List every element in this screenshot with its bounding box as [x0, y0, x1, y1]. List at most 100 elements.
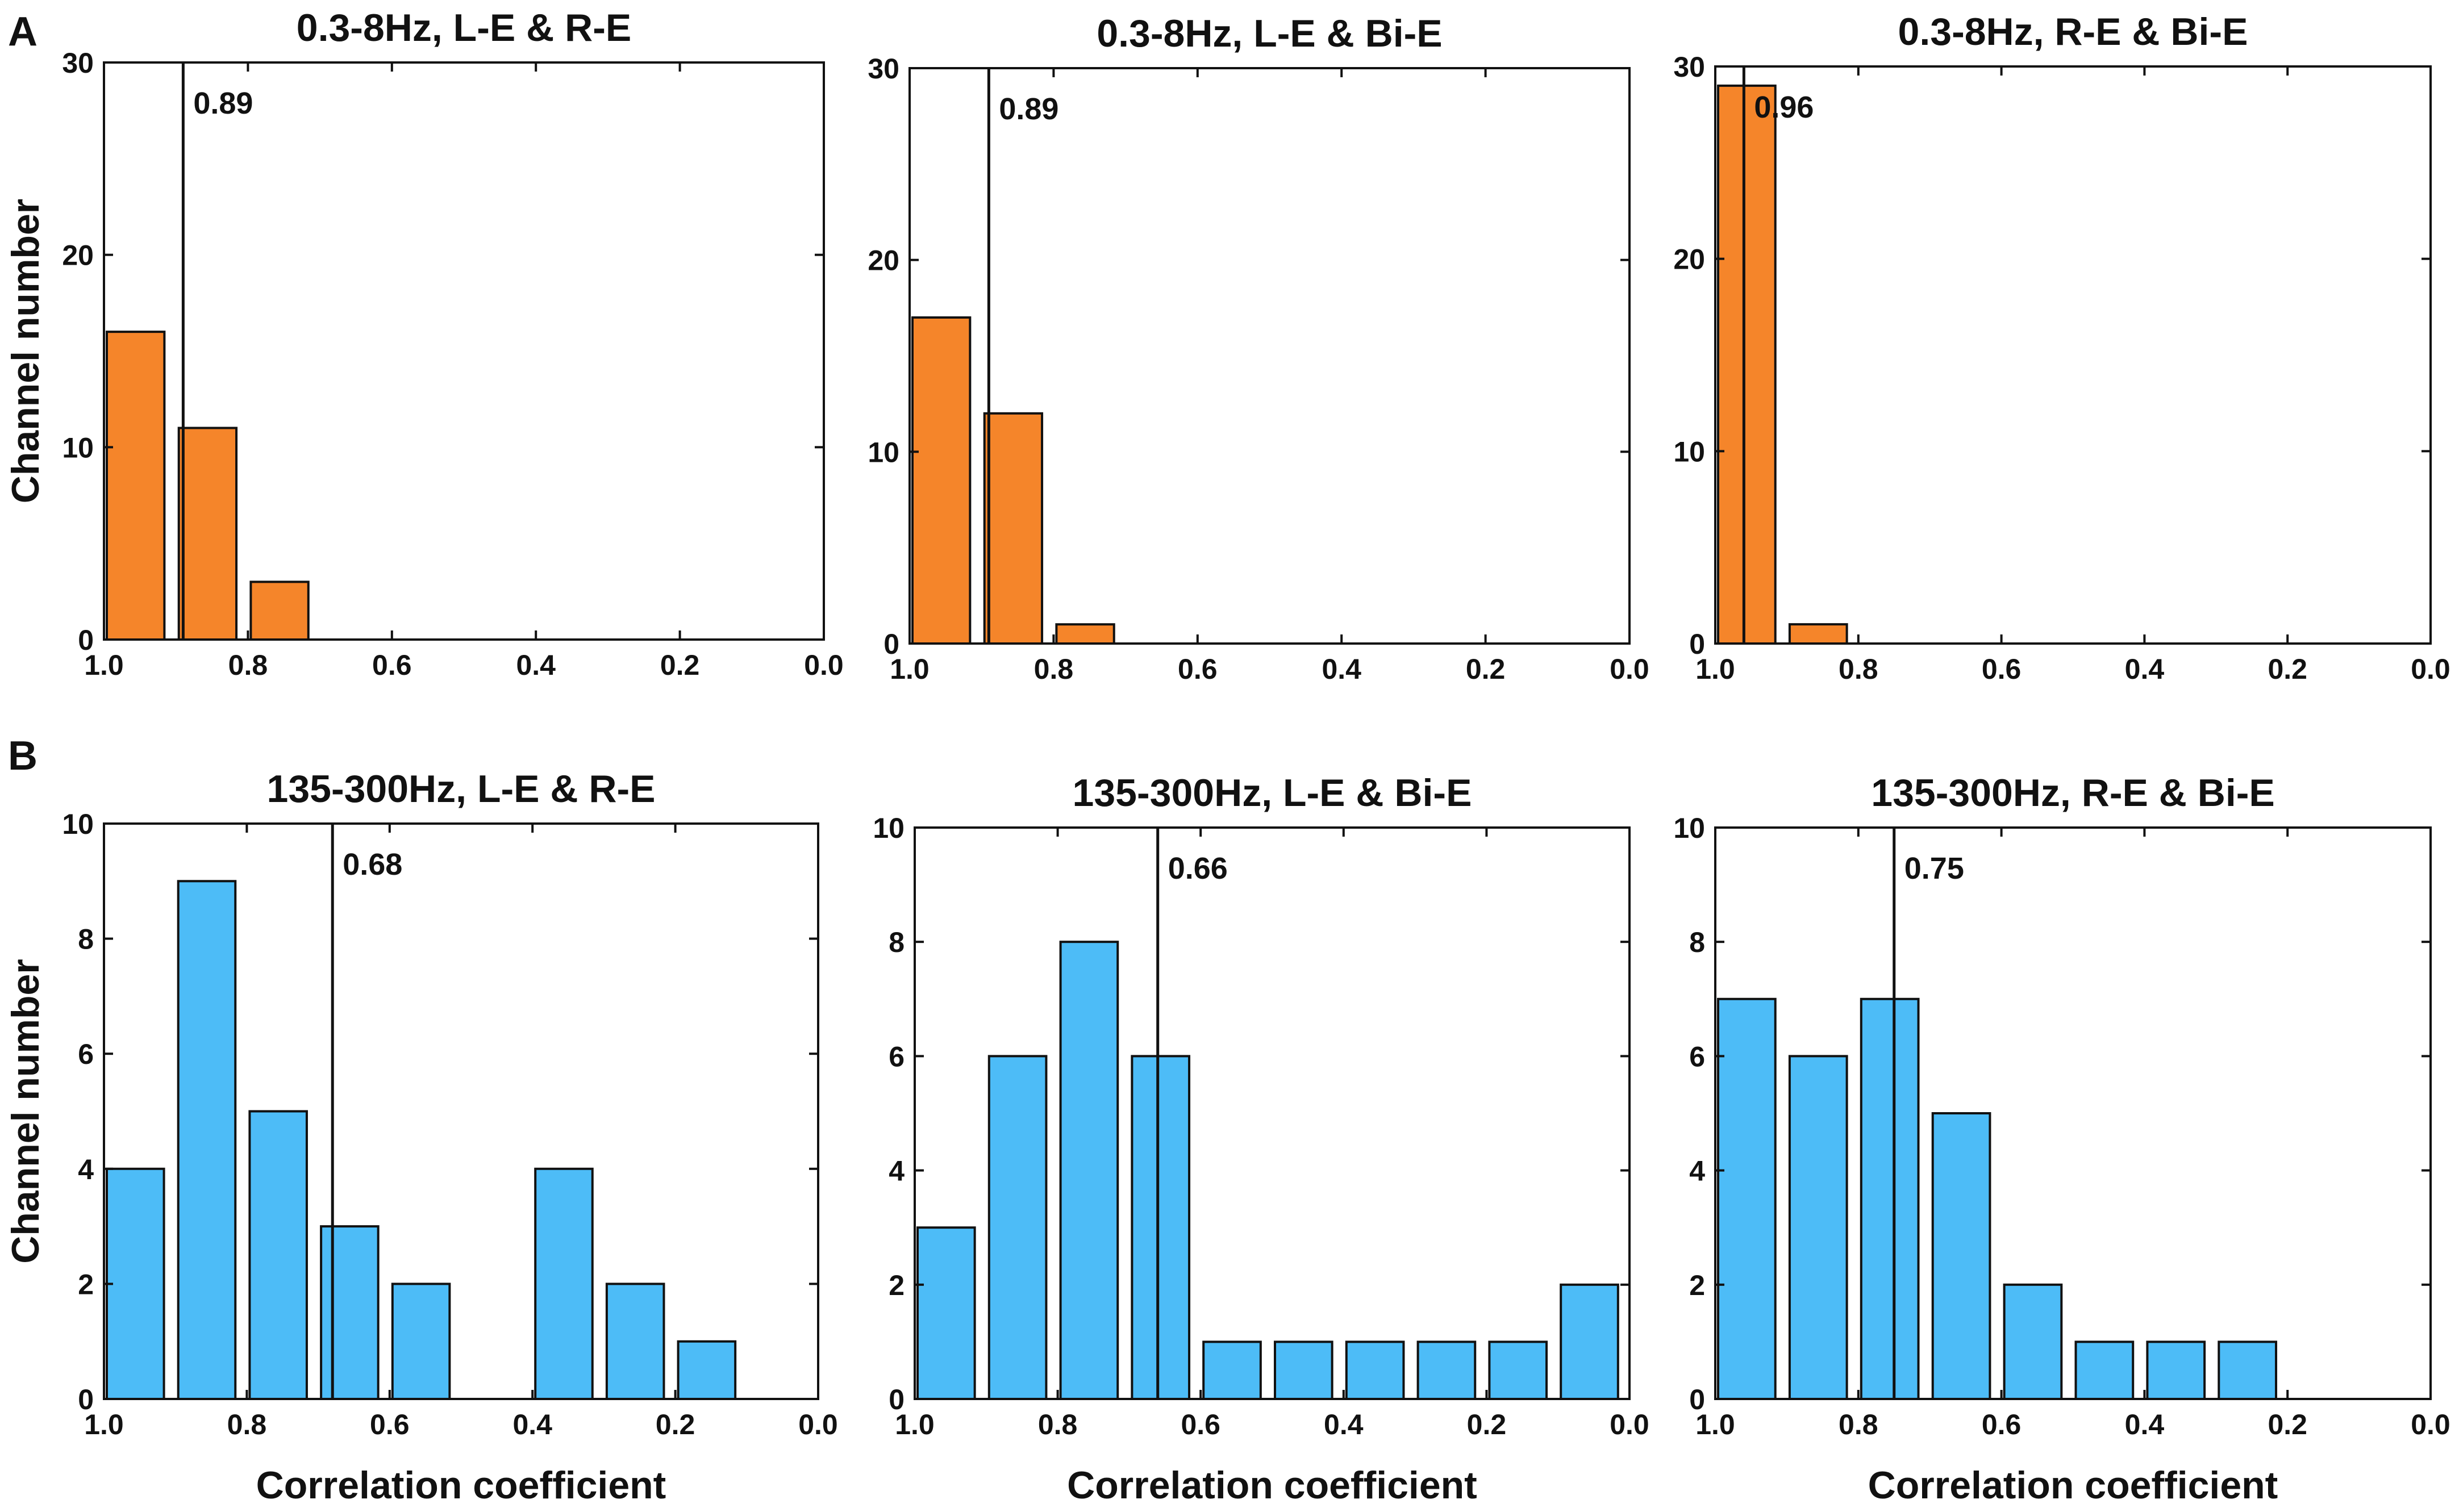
x-tick-label: 0.4: [516, 649, 556, 681]
x-tick-label: 0.6: [372, 649, 412, 681]
y-tick-label: 8: [889, 926, 905, 958]
y-tick-label: 10: [62, 432, 94, 463]
x-axis-label: Correlation coefficient: [256, 1464, 666, 1507]
x-tick-label: 0.8: [227, 1409, 267, 1440]
chart-4: 135-300Hz, L-E & R-E 1.0 0.8 0.6 0.4 0.2 0.0 0 2…: [4, 767, 838, 1507]
histogram-bar: [1860, 997, 1920, 1401]
y-tick-label: 10: [868, 436, 899, 468]
histogram-bar: [1416, 1340, 1477, 1400]
y-tick-label: 6: [1689, 1041, 1705, 1072]
chart-title: 135-300Hz, L-E & R-E: [267, 767, 656, 811]
histogram-bar: [1055, 623, 1115, 645]
x-axis-label: Correlation coefficient: [1868, 1464, 2278, 1507]
y-tick-label: 0: [883, 628, 899, 660]
x-tick-label: 1.0: [895, 1409, 935, 1440]
y-tick-label: 4: [1689, 1155, 1705, 1187]
x-tick-label: 0.6: [1982, 653, 2022, 685]
y-tick-label: 20: [868, 245, 899, 277]
plot-frame: [1714, 826, 2432, 1400]
panel-label-a: A: [8, 9, 37, 55]
panel-label-b: B: [8, 733, 37, 779]
histogram-bar: [1717, 997, 1777, 1401]
x-tick-label: 0.2: [2268, 1409, 2307, 1440]
mean-label: 0.68: [343, 847, 402, 882]
x-tick-label: 0.0: [804, 649, 844, 681]
histogram-bar: [534, 1167, 594, 1401]
y-tick-label: 10: [873, 812, 905, 844]
x-tick-label: 1.0: [1695, 1409, 1735, 1440]
x-tick-label: 0.4: [2125, 1409, 2165, 1440]
y-tick-label: 8: [1689, 926, 1705, 958]
mean-label: 0.66: [1168, 851, 1228, 886]
histogram-bar: [2218, 1340, 2278, 1400]
y-tick-label: 30: [868, 53, 899, 85]
histogram-bar: [1560, 1283, 1619, 1401]
histogram-bar: [177, 427, 238, 641]
histogram-bar: [987, 1055, 1048, 1400]
histogram-bar: [2003, 1283, 2063, 1401]
y-tick-label: 2: [78, 1268, 94, 1300]
x-tick-label: 1.0: [1695, 653, 1735, 685]
mean-label: 0.75: [1904, 851, 1964, 886]
y-tick-label: 0: [1689, 1384, 1705, 1415]
x-tick-label: 0.2: [656, 1409, 695, 1440]
chart-title: 0.3-8Hz, L-E & Bi-E: [1097, 12, 1442, 55]
plot-frame: [1714, 65, 2432, 645]
y-tick-label: 0: [78, 1384, 94, 1415]
chart-5: 135-300Hz, L-E & Bi-E 1.0 0.8 0.6 0.4 0.2 0.0 0…: [873, 771, 1649, 1507]
y-tick-label: 4: [889, 1155, 905, 1187]
histogram-bar: [1488, 1340, 1548, 1400]
y-tick-label: 2: [1689, 1269, 1705, 1301]
y-tick-label: 20: [1673, 244, 1705, 275]
histogram-bar: [1717, 84, 1777, 645]
histogram-bar: [2074, 1340, 2135, 1400]
x-tick-label: 0.4: [512, 1409, 552, 1440]
histogram-bar: [1788, 623, 1848, 645]
x-tick-label: 0.8: [228, 649, 268, 681]
x-tick-label: 0.0: [2411, 653, 2450, 685]
histogram-bar: [1202, 1340, 1262, 1400]
x-tick-label: 0.0: [1610, 653, 1649, 685]
plot-frame: [908, 67, 1631, 645]
x-tick-label: 0.8: [1839, 653, 1878, 685]
y-tick-label: 8: [78, 924, 94, 955]
x-tick-label: 0.0: [2411, 1409, 2450, 1440]
histogram-bar: [320, 1225, 380, 1401]
y-tick-label: 30: [1673, 51, 1705, 83]
histogram-bar: [677, 1340, 737, 1400]
y-axis-label: Channel number: [4, 959, 47, 1264]
y-axis-label: Channel number: [4, 199, 47, 504]
y-tick-label: 20: [62, 240, 94, 272]
x-tick-label: 0.6: [1181, 1409, 1220, 1440]
histogram-bar: [1274, 1340, 1333, 1400]
chart-title: 135-300Hz, L-E & Bi-E: [1073, 771, 1472, 815]
x-tick-label: 1.0: [84, 649, 124, 681]
y-tick-label: 0: [889, 1384, 905, 1415]
x-tick-label: 0.6: [1178, 653, 1218, 685]
chart-title: 0.3-8Hz, R-E & Bi-E: [1898, 10, 2248, 53]
histogram-bar: [911, 316, 972, 645]
chart-6: 135-300Hz, R-E & Bi-E 1.0 0.8 0.6 0.4 0.2 0.0 0…: [1673, 771, 2450, 1507]
chart-title: 135-300Hz, R-E & Bi-E: [1871, 771, 2274, 815]
x-axis-label: Correlation coefficient: [1067, 1464, 1477, 1507]
histogram-bar: [1059, 941, 1119, 1400]
y-tick-label: 0: [1689, 628, 1705, 660]
histogram-bar: [106, 331, 166, 641]
histogram-bar: [391, 1283, 451, 1400]
x-tick-label: 1.0: [890, 653, 930, 685]
y-tick-label: 10: [1673, 812, 1705, 844]
histogram-bar: [248, 1110, 308, 1400]
histogram-bar: [249, 580, 310, 641]
x-tick-label: 0.2: [1466, 653, 1506, 685]
chart-1: 0.3-8Hz, L-E & R-E 1.0 0.8 0.6 0.4 0.2 0.0 0 10 2…: [4, 6, 844, 681]
mean-label: 0.96: [1754, 90, 1814, 124]
y-tick-label: 4: [78, 1154, 94, 1185]
x-tick-label: 0.0: [1610, 1409, 1649, 1440]
histogram-bar: [1131, 1055, 1191, 1400]
x-tick-label: 0.0: [798, 1409, 838, 1440]
y-tick-label: 6: [78, 1038, 94, 1070]
y-tick-label: 10: [62, 808, 94, 840]
y-tick-label: 6: [889, 1041, 905, 1072]
histogram-bar: [2146, 1340, 2206, 1400]
chart-2: 0.3-8Hz, L-E & Bi-E 1.0 0.8 0.6 0.4 0.2 0.0 0 10…: [868, 12, 1649, 685]
